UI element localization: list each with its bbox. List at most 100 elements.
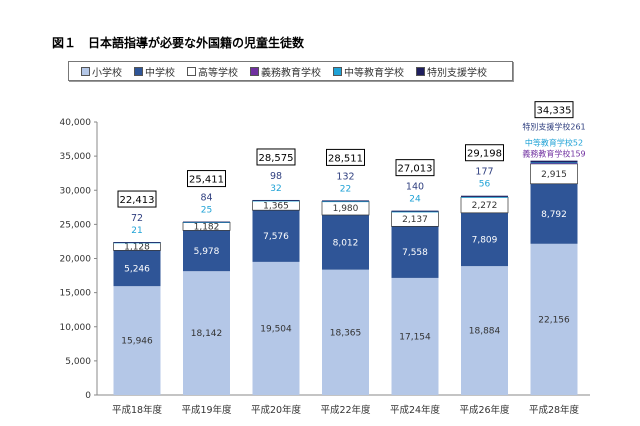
- legend: 小学校 中学校 高等学校 義務教育学校 中等教育学校 特別支援学校: [68, 61, 513, 81]
- bar-segment: [113, 242, 161, 243]
- legend-label: 小学校: [92, 67, 122, 79]
- bar-segment: [183, 221, 230, 223]
- total-label: 27,013: [398, 164, 433, 175]
- total-label: 28,511: [328, 153, 363, 164]
- x-tick-label: 平成22年度: [320, 404, 371, 416]
- data-label: 2,137: [402, 215, 428, 225]
- data-label: 7,809: [472, 235, 498, 245]
- total-label: 28,575: [259, 153, 294, 164]
- legend-item: 中学校: [134, 64, 175, 79]
- legend-label: 特別支援学校: [427, 67, 487, 79]
- bar-segment: [322, 201, 369, 203]
- bar-segment: [322, 214, 369, 270]
- x-tick-label: 平成24年度: [390, 404, 441, 416]
- data-label: 32: [270, 184, 281, 194]
- legend-swatch: [134, 66, 143, 76]
- data-label: 22,156: [538, 315, 570, 325]
- bar-segment: [461, 196, 508, 198]
- bar-segment: [322, 200, 369, 202]
- data-label: 17,154: [399, 332, 431, 342]
- legend-item: 義務教育学校: [250, 64, 321, 79]
- total-box: [534, 101, 574, 119]
- bar-segment: [252, 261, 300, 395]
- data-label: 25: [201, 206, 212, 216]
- y-tick-label: 15,000: [60, 289, 92, 299]
- x-tick-label: 平成19年度: [181, 404, 232, 416]
- bar-segment: [391, 226, 439, 278]
- data-label: 5,978: [194, 247, 220, 257]
- data-label: 21: [131, 226, 142, 236]
- bar-segment: [530, 162, 578, 164]
- bar-segment: [391, 210, 439, 212]
- y-tick-label: 5,000: [65, 357, 91, 367]
- x-tick-label: 平成26年度: [459, 404, 510, 416]
- legend-swatch: [250, 66, 259, 76]
- bar-segment: [461, 195, 508, 197]
- total-box: [187, 170, 226, 188]
- legend-label: 義務教育学校: [261, 67, 321, 79]
- bar-segment: [113, 242, 161, 244]
- data-label: 56: [479, 180, 491, 190]
- legend-item: 小学校: [81, 64, 122, 79]
- data-label: 1,128: [124, 243, 150, 253]
- y-tick-label: 30,000: [60, 186, 92, 196]
- bar-segment: [391, 211, 439, 213]
- bar-segment: [530, 243, 578, 395]
- data-label: 18,142: [191, 329, 223, 339]
- legend-item: 特別支援学校: [416, 64, 487, 79]
- legend-swatch: [187, 66, 196, 76]
- y-tick-label: 10,000: [60, 323, 92, 333]
- legend-label: 中等教育学校: [344, 67, 404, 79]
- data-label: 1,980: [333, 204, 359, 214]
- bar-segment: [530, 162, 578, 164]
- total-label: 25,411: [189, 175, 224, 186]
- data-label: 5,246: [124, 264, 150, 274]
- data-label: 132: [336, 171, 354, 182]
- bar-segment: [391, 277, 439, 395]
- data-label: 特別支援学校261: [522, 122, 585, 132]
- chart-title: 図１ 日本語指導が必要な外国籍の児童生徒数: [52, 36, 305, 50]
- legend-swatch: [81, 66, 90, 76]
- total-label: 34,335: [537, 106, 572, 117]
- bar-segment: [252, 210, 300, 262]
- bar-segment: [113, 286, 161, 395]
- data-label: 24: [409, 195, 421, 205]
- data-label: 2,272: [472, 201, 498, 211]
- y-tick-label: 40,000: [60, 118, 92, 128]
- data-label: 7,576: [263, 232, 289, 242]
- total-label: 29,198: [467, 149, 502, 160]
- bar-segment: [183, 271, 230, 395]
- bar-segment: [183, 222, 230, 223]
- bar-segment: [113, 250, 161, 287]
- y-tick-label: 20,000: [60, 255, 92, 265]
- data-label: 15,946: [121, 337, 153, 347]
- data-label: 140: [406, 182, 424, 193]
- x-tick-label: 平成18年度: [112, 404, 163, 416]
- total-box: [326, 148, 365, 166]
- legend-label: 高等学校: [198, 67, 238, 79]
- bar-segment: [461, 266, 508, 395]
- data-label: 8,792: [541, 210, 567, 220]
- y-tick-label: 35,000: [60, 152, 92, 162]
- x-tick-label: 平成28年度: [529, 404, 580, 416]
- bar-segment: [461, 212, 508, 267]
- total-box: [465, 144, 504, 162]
- data-label: 中等教育学校52: [525, 138, 583, 148]
- data-label: 19,504: [260, 324, 292, 334]
- legend-item: 中等教育学校: [333, 64, 404, 79]
- total-box: [117, 190, 157, 208]
- legend-swatch: [416, 66, 425, 76]
- data-label: 2,915: [541, 170, 567, 180]
- bar-segment: [252, 200, 300, 202]
- total-box: [395, 159, 435, 177]
- bar-segment: [183, 230, 230, 272]
- bar-segment: [322, 269, 369, 395]
- total-label: 22,413: [120, 195, 155, 206]
- bar-segment: [252, 199, 300, 201]
- bar-segment: [530, 183, 578, 244]
- data-label: 18,365: [330, 328, 362, 338]
- y-tick-label: 25,000: [60, 220, 92, 230]
- data-label: 7,558: [402, 248, 428, 258]
